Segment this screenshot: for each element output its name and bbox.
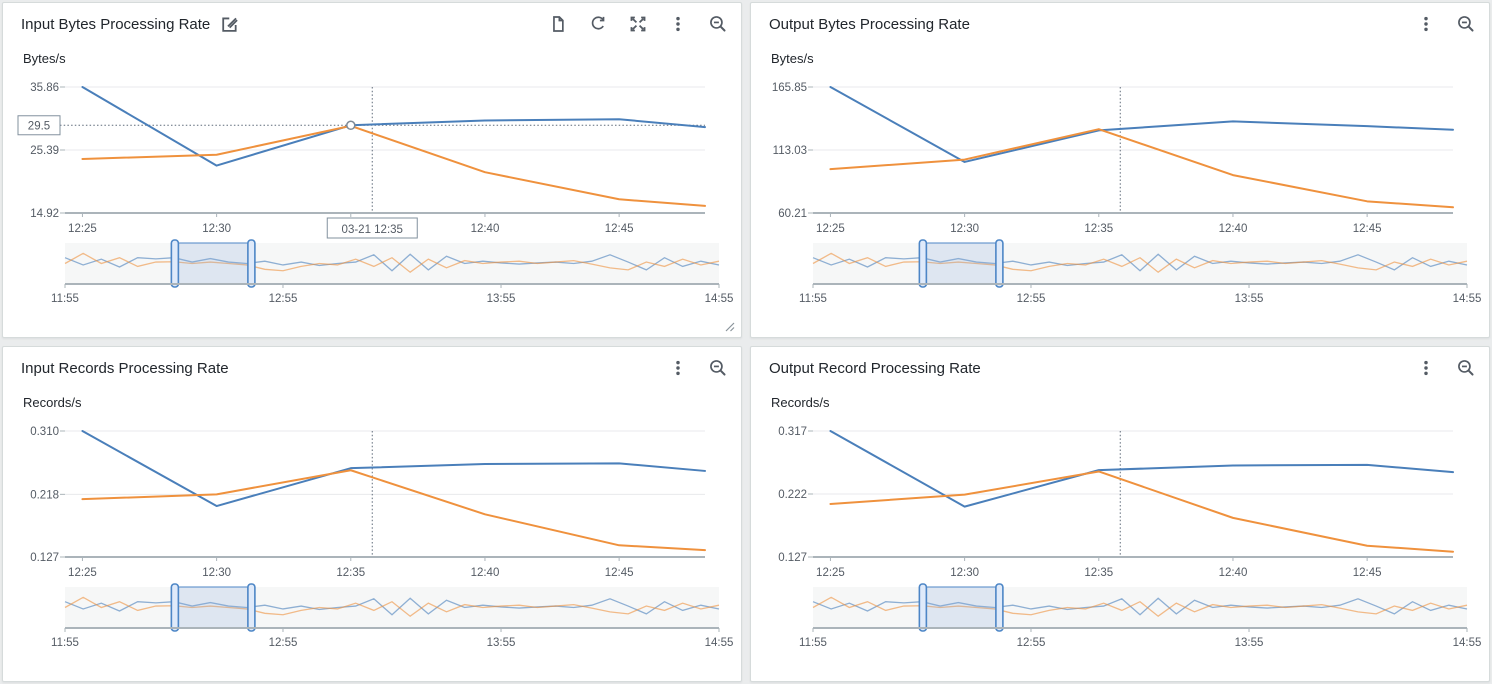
kebab-menu-button[interactable] bbox=[1417, 15, 1435, 33]
svg-text:12:45: 12:45 bbox=[605, 223, 634, 235]
svg-text:13:55: 13:55 bbox=[487, 637, 516, 649]
panel-title: Input Bytes Processing Rate bbox=[21, 16, 210, 33]
svg-text:14:55: 14:55 bbox=[1453, 637, 1482, 649]
svg-text:12:30: 12:30 bbox=[202, 567, 231, 579]
svg-text:11:55: 11:55 bbox=[799, 293, 827, 305]
svg-text:12:30: 12:30 bbox=[202, 223, 231, 235]
kebab-menu-button[interactable] bbox=[1417, 359, 1435, 377]
svg-text:12:55: 12:55 bbox=[269, 637, 298, 649]
panel-toolbar bbox=[669, 359, 733, 377]
svg-text:12:25: 12:25 bbox=[68, 567, 97, 579]
panel-toolbar bbox=[1417, 15, 1481, 33]
svg-text:14:55: 14:55 bbox=[705, 637, 734, 649]
svg-text:60.21: 60.21 bbox=[778, 208, 807, 220]
panel-output-bytes: Output Bytes Processing Rate Bytes/s 165… bbox=[750, 2, 1490, 338]
svg-text:113.03: 113.03 bbox=[773, 145, 807, 157]
svg-text:12:40: 12:40 bbox=[471, 223, 500, 235]
svg-text:03-21 12:35: 03-21 12:35 bbox=[342, 224, 403, 236]
chart-output-bytes[interactable]: 165.85 113.03 60.21 12:25 12:30 12:35 12:40 12:… bbox=[751, 73, 1491, 325]
svg-text:13:55: 13:55 bbox=[487, 293, 516, 305]
svg-text:12:45: 12:45 bbox=[1353, 567, 1382, 579]
kebab-menu-icon bbox=[669, 359, 687, 377]
panel-input-records: Input Records Processing Rate Records/s … bbox=[2, 346, 742, 682]
zoom-out-icon bbox=[1457, 359, 1475, 377]
svg-text:12:45: 12:45 bbox=[1353, 223, 1382, 235]
panel-output-records: Output Record Processing Rate Records/s … bbox=[750, 346, 1490, 682]
resize-handle-icon[interactable] bbox=[724, 321, 736, 333]
panel-header[interactable]: Output Record Processing Rate bbox=[751, 347, 1489, 389]
expand-icon bbox=[629, 15, 647, 33]
panel-header[interactable]: Input Bytes Processing Rate bbox=[3, 3, 741, 45]
refresh-icon bbox=[589, 15, 607, 33]
zoom-out-icon bbox=[1457, 15, 1475, 33]
document-icon bbox=[549, 15, 567, 33]
y-axis-unit-label: Bytes/s bbox=[23, 51, 66, 66]
chart-input-bytes[interactable]: 35.86 25.39 14.92 12:25 12:30 12:40 12:45 29.5 0… bbox=[3, 73, 743, 325]
svg-text:14.92: 14.92 bbox=[30, 208, 59, 220]
svg-text:12:30: 12:30 bbox=[950, 223, 979, 235]
svg-text:11:55: 11:55 bbox=[51, 293, 79, 305]
svg-text:165.85: 165.85 bbox=[772, 82, 807, 94]
svg-text:13:55: 13:55 bbox=[1235, 293, 1264, 305]
svg-text:12:40: 12:40 bbox=[1219, 223, 1248, 235]
refresh-button[interactable] bbox=[589, 15, 607, 33]
panel-input-bytes: Input Bytes Processing Rate bbox=[2, 2, 742, 338]
panel-title: Output Record Processing Rate bbox=[769, 360, 981, 377]
svg-text:12:30: 12:30 bbox=[950, 567, 979, 579]
svg-text:12:35: 12:35 bbox=[1084, 223, 1113, 235]
svg-text:0.310: 0.310 bbox=[30, 426, 59, 438]
svg-text:12:55: 12:55 bbox=[269, 293, 298, 305]
zoom-out-icon bbox=[709, 359, 727, 377]
zoom-out-button[interactable] bbox=[1457, 359, 1475, 377]
svg-text:12:35: 12:35 bbox=[336, 567, 365, 579]
y-axis-unit-label: Records/s bbox=[23, 395, 82, 410]
svg-text:11:55: 11:55 bbox=[799, 637, 827, 649]
kebab-menu-icon bbox=[669, 15, 687, 33]
edit-icon bbox=[220, 15, 239, 34]
svg-text:12:45: 12:45 bbox=[605, 567, 634, 579]
panel-toolbar bbox=[549, 15, 733, 33]
svg-text:0.317: 0.317 bbox=[778, 426, 807, 438]
svg-text:12:55: 12:55 bbox=[1017, 293, 1046, 305]
zoom-out-button[interactable] bbox=[709, 15, 727, 33]
chart-output-records[interactable]: 0.317 0.222 0.127 12:25 12:30 12:35 12:40 12:45… bbox=[751, 417, 1491, 669]
y-axis-unit-label: Records/s bbox=[771, 395, 830, 410]
kebab-menu-icon bbox=[1417, 15, 1435, 33]
svg-text:12:35: 12:35 bbox=[1084, 567, 1113, 579]
kebab-menu-button[interactable] bbox=[669, 359, 687, 377]
kebab-menu-button[interactable] bbox=[669, 15, 687, 33]
svg-text:12:25: 12:25 bbox=[816, 567, 845, 579]
svg-text:0.218: 0.218 bbox=[30, 489, 59, 501]
document-button[interactable] bbox=[549, 15, 567, 33]
svg-text:0.127: 0.127 bbox=[778, 552, 807, 564]
zoom-out-icon bbox=[709, 15, 727, 33]
zoom-out-button[interactable] bbox=[1457, 15, 1475, 33]
zoom-out-button[interactable] bbox=[709, 359, 727, 377]
svg-text:12:40: 12:40 bbox=[1219, 567, 1248, 579]
svg-text:13:55: 13:55 bbox=[1235, 637, 1264, 649]
kebab-menu-icon bbox=[1417, 359, 1435, 377]
expand-button[interactable] bbox=[629, 15, 647, 33]
panel-title: Input Records Processing Rate bbox=[21, 360, 229, 377]
svg-text:25.39: 25.39 bbox=[30, 145, 59, 157]
svg-text:12:40: 12:40 bbox=[471, 567, 500, 579]
svg-text:12:25: 12:25 bbox=[68, 223, 97, 235]
svg-text:14:55: 14:55 bbox=[705, 293, 734, 305]
edit-title-button[interactable] bbox=[220, 15, 239, 34]
svg-text:12:55: 12:55 bbox=[1017, 637, 1046, 649]
svg-text:0.222: 0.222 bbox=[778, 489, 807, 501]
svg-text:14:55: 14:55 bbox=[1453, 293, 1482, 305]
svg-text:29.5: 29.5 bbox=[28, 120, 50, 132]
panel-header[interactable]: Input Records Processing Rate bbox=[3, 347, 741, 389]
svg-text:35.86: 35.86 bbox=[30, 82, 59, 94]
svg-text:11:55: 11:55 bbox=[51, 637, 79, 649]
svg-text:0.127: 0.127 bbox=[30, 552, 59, 564]
y-axis-unit-label: Bytes/s bbox=[771, 51, 814, 66]
svg-text:12:25: 12:25 bbox=[816, 223, 845, 235]
panel-toolbar bbox=[1417, 359, 1481, 377]
panel-header[interactable]: Output Bytes Processing Rate bbox=[751, 3, 1489, 45]
panel-title: Output Bytes Processing Rate bbox=[769, 16, 970, 33]
chart-input-records[interactable]: 0.310 0.218 0.127 12:25 12:30 12:35 12:40 12:45… bbox=[3, 417, 743, 669]
